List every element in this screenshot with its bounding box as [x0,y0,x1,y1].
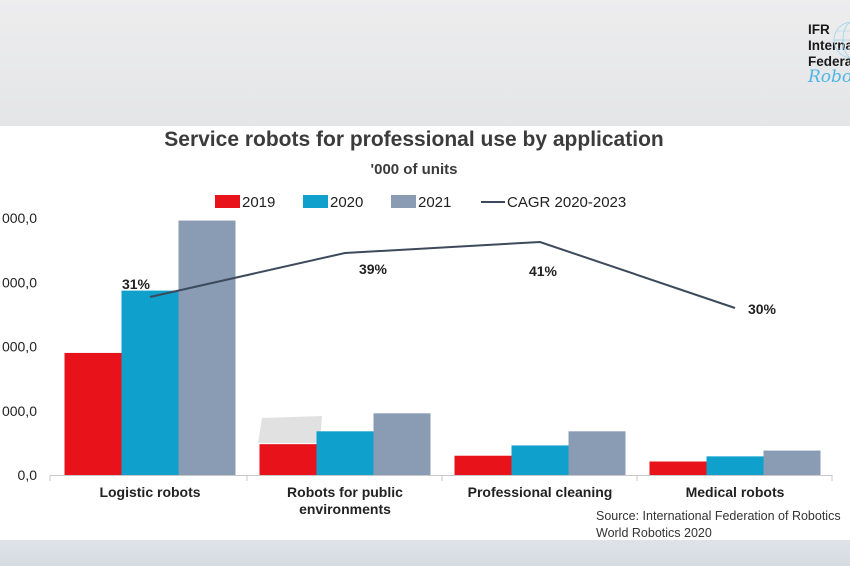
cagr-label: 30% [748,301,777,317]
logo-line-4: Robotics [808,67,850,87]
logo-line-3: Federation of [808,54,850,69]
source-line-2: World Robotics 2020 [596,526,712,540]
category-label: Medical robots [686,484,785,500]
ifr-logo: IFR International Federation of Robotics [806,22,850,100]
legend-swatch-2021 [391,195,416,208]
bar-2019-0 [64,352,122,475]
y-tick-label: 000,0 [2,403,37,419]
legend-swatch-2020 [303,195,328,208]
source-line-1: Source: International Federation of Robo… [596,509,841,523]
bar-2021-2 [568,431,626,475]
bottom-band [0,540,850,566]
bar-2019-2 [454,455,512,475]
legend-label-2020: 2020 [330,194,363,211]
legend-swatch-2019 [215,195,240,208]
category-label: Robots for public [287,484,403,500]
cagr-label: 31% [122,276,151,292]
top-band [0,0,850,126]
category-label: Professional cleaning [468,484,613,500]
source-note: Source: International Federation of Robo… [596,508,841,542]
category-label: Logistic robots [99,484,200,500]
shadow-shape [258,416,322,443]
logo-line-1: IFR [808,22,830,37]
chart-labels: Logistic robots Robots for publicenvironm… [99,261,784,517]
bar-2020-3 [706,456,764,475]
legend-label-cagr: CAGR 2020-2023 [507,194,626,211]
y-tick-label: 000,0 [2,210,37,226]
chart-legend: 2019 2020 2021 CAGR 2020-2023 [215,194,626,211]
bar-2021-1 [373,413,431,475]
bar-2019-1 [259,444,317,475]
chart-subtitle: '000 of units [370,161,458,178]
bar-2021-0 [178,220,236,475]
bar-2021-3 [763,450,821,475]
y-tick-label: 000,0 [2,339,37,355]
bar-2020-1 [316,431,374,475]
chart-title: Service robots for professional use by a… [164,128,664,151]
cagr-label: 41% [529,263,558,279]
bar-shadow [258,416,322,443]
globe-icon [833,22,850,59]
bar-2020-0 [121,290,179,475]
legend-label-2021: 2021 [418,194,451,211]
y-tick-label: 0,0 [18,467,38,483]
bar-group [64,220,821,475]
cagr-label: 39% [359,261,388,277]
cagr-line [149,240,736,309]
chart-axis: 0,0 000,0 000,0 000,0 000,0 [2,210,833,483]
cagr-line-path [149,240,736,309]
y-tick-label: 000,0 [2,274,37,290]
category-label: environments [299,501,391,517]
bar-2020-2 [511,445,569,475]
legend-label-2019: 2019 [242,194,275,211]
bar-2019-3 [649,461,707,475]
